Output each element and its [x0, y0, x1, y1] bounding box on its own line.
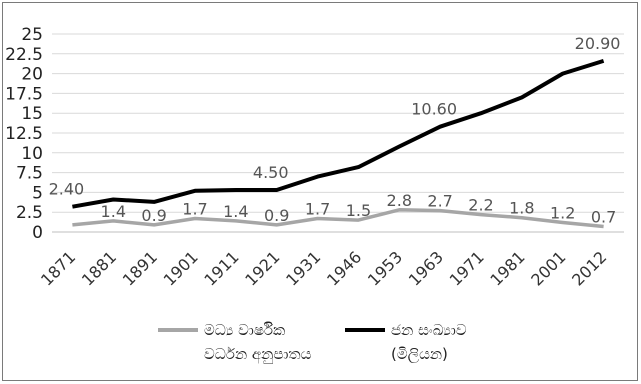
y-tick-label: 15	[21, 104, 43, 124]
x-tick-label: 1981	[486, 247, 528, 289]
data-label-growth-rate: 1.7	[305, 200, 330, 219]
data-label-growth-rate: 1.7	[182, 200, 207, 219]
y-tick-label: 12.5	[5, 124, 43, 144]
y-tick-label: 0	[32, 223, 43, 243]
data-label-growth-rate: 1.8	[509, 199, 534, 218]
y-tick-label: 20	[21, 65, 43, 85]
data-label-growth-rate: 1.5	[346, 201, 371, 220]
data-label-population: 10.60	[411, 100, 457, 119]
data-label-population: 4.50	[253, 163, 289, 182]
y-tick-label: 10	[21, 144, 43, 164]
data-label-growth-rate: 0.9	[141, 206, 166, 225]
data-label-growth-rate: 2.8	[387, 191, 412, 210]
data-label-growth-rate: 1.4	[223, 202, 248, 221]
data-label-population: 2.40	[49, 180, 85, 199]
y-tick-label: 5	[32, 183, 43, 203]
x-tick-label: 1963	[405, 247, 447, 289]
data-label-growth-rate: 2.2	[468, 196, 493, 215]
data-label-population: 20.90	[575, 34, 621, 53]
x-tick-label: 1931	[282, 247, 324, 289]
y-tick-label: 2.5	[16, 203, 43, 223]
legend-swatch-population	[345, 328, 385, 332]
data-label-growth-rate: 1.4	[101, 202, 126, 221]
x-tick-label: 1911	[200, 247, 242, 289]
x-tick-label: 1921	[241, 247, 283, 289]
x-tick-label: 1971	[446, 247, 488, 289]
x-tick-label: 1946	[323, 247, 365, 289]
y-tick-label: 7.5	[16, 164, 43, 184]
series-line-population	[72, 58, 605, 209]
x-tick-label: 2001	[527, 247, 569, 289]
chart-frame	[2, 2, 638, 381]
x-tick-label: 1881	[78, 247, 120, 289]
data-label-growth-rate: 1.2	[550, 203, 575, 222]
y-tick-label: 17.5	[5, 84, 43, 104]
x-tick-label: 2012	[568, 247, 610, 289]
x-tick-label: 1901	[160, 247, 202, 289]
x-tick-label: 1953	[364, 247, 406, 289]
legend-swatch-growth-rate	[158, 328, 198, 332]
y-tick-label: 22.5	[5, 45, 43, 65]
data-label-growth-rate: 2.7	[427, 192, 452, 211]
y-tick-label: 25	[21, 25, 43, 45]
x-tick-label: 1871	[37, 247, 79, 289]
series-line-growth-rate	[72, 208, 604, 229]
x-tick-label: 1891	[119, 247, 161, 289]
legend-label-population: ජන සංඛ්‍යාව (මිලියන)	[391, 321, 467, 363]
data-label-growth-rate: 0.7	[591, 207, 616, 226]
data-label-growth-rate: 0.9	[264, 206, 289, 225]
legend-label-growth-rate: මධ්‍ය වාර්ෂික වර්ධන අනුපාතය	[204, 321, 312, 363]
